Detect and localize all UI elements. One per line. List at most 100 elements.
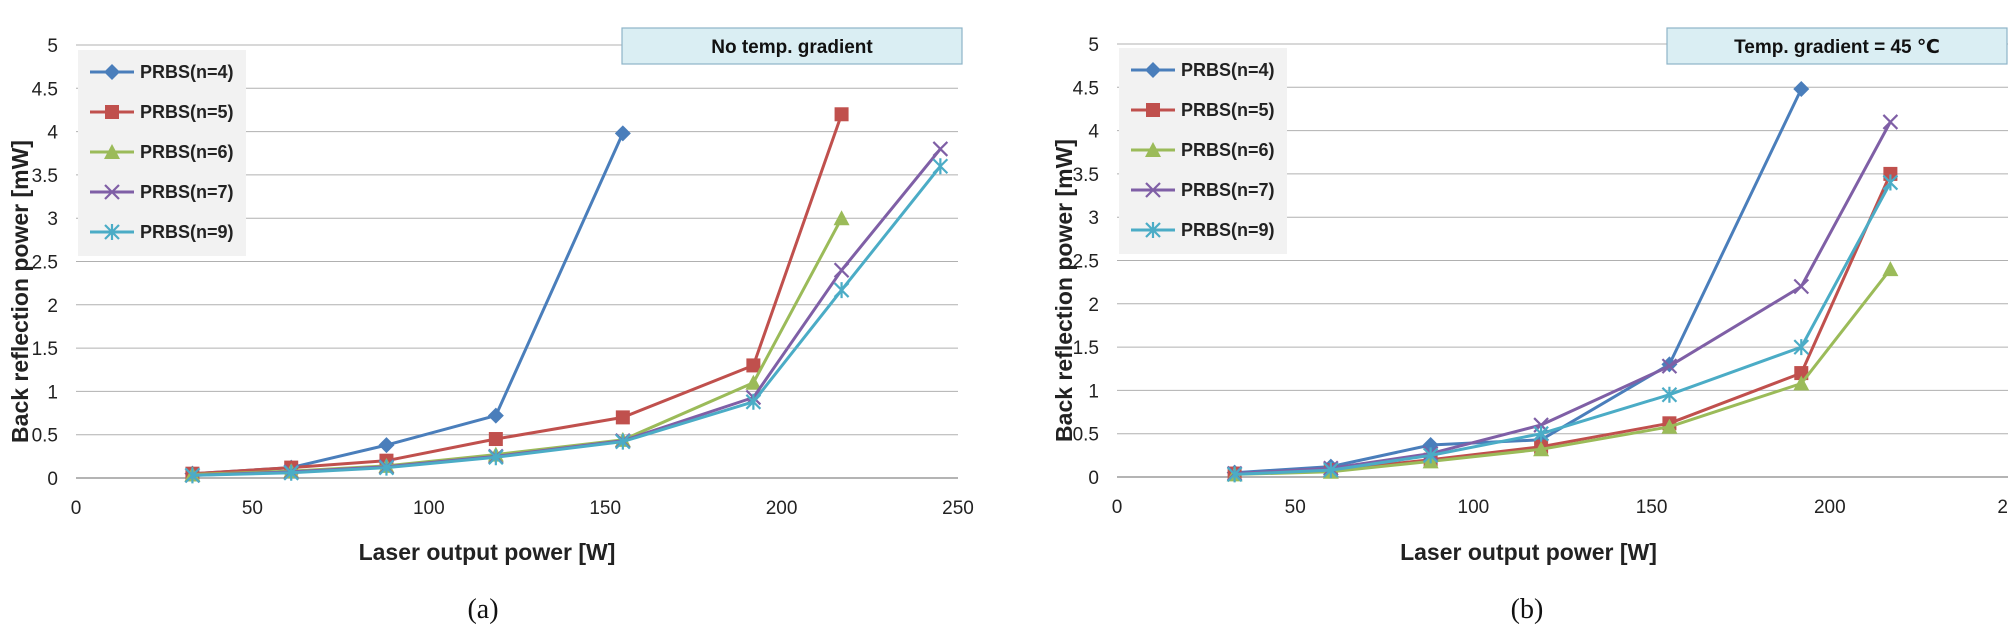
data-point (1882, 114, 1899, 130)
y-tick-label: 0.5 (32, 426, 58, 447)
series-PRBS(n=4) (1226, 81, 1810, 481)
y-tick-label: 0 (1088, 468, 1099, 489)
legend-label: PRBS(n=5) (1181, 100, 1275, 120)
series-line (1234, 88, 1803, 475)
data-point (488, 449, 504, 466)
caption-a: (a) (467, 594, 498, 625)
legend-item: PRBS(n=4) (90, 62, 234, 82)
x-tick-label: 25 (1997, 497, 2008, 518)
legend-b: PRBS(n=4) PRBS(n=5) PRBS(n=6) PRBS(n=7) PRBS… (1119, 48, 1287, 254)
legend-item: PRBS(n=6) (1131, 140, 1275, 160)
y-tick-label: 0.5 (1073, 425, 1099, 446)
y-tick-label: 0 (47, 469, 58, 490)
x-tick-label: 200 (1814, 497, 1846, 518)
legend-swatch-marker (104, 224, 120, 240)
y-tick-label: 2.5 (1073, 252, 1099, 273)
series-line (1234, 181, 1892, 476)
data-point (1323, 462, 1339, 479)
x-tick-label: 50 (242, 498, 263, 519)
data-point (1422, 447, 1439, 464)
legend-label: PRBS(n=6) (140, 142, 234, 162)
series-group-b (1226, 81, 1899, 483)
data-point (1793, 339, 1810, 356)
legend-a: PRBS(n=4) PRBS(n=5) PRBS(n=6) PRBS(n=7) PRBS… (78, 50, 246, 256)
y-tick-label: 2 (1088, 295, 1099, 316)
legend-item: PRBS(n=5) (90, 102, 234, 122)
data-point (833, 210, 850, 226)
data-point (1226, 466, 1243, 483)
data-point (833, 262, 850, 278)
chart-panel-a: 00.511.522.533.544.550 50 100 150 200 250 PRB… (7, 27, 974, 625)
data-point (1533, 441, 1550, 457)
series-PRBS(n=6) (184, 210, 850, 482)
badge-b: Temp. gradient = 45 ℃ (1666, 27, 2008, 65)
series-line (192, 165, 942, 477)
data-point (1661, 386, 1678, 403)
data-point (833, 282, 850, 299)
x-tick-label: 250 (942, 498, 974, 519)
legend-item: PRBS(n=7) (1131, 180, 1275, 200)
y-tick-label: 1 (1088, 381, 1099, 402)
data-point (378, 459, 395, 476)
legend-label: PRBS(n=5) (140, 102, 234, 122)
data-point (184, 467, 201, 484)
legend-swatch-marker (1145, 222, 1161, 238)
x-tick-label: 0 (1112, 497, 1123, 518)
data-point (932, 158, 949, 175)
data-point (1794, 366, 1809, 381)
legend-swatch-marker (1145, 62, 1161, 78)
data-point (1661, 418, 1678, 434)
data-point (1793, 375, 1810, 391)
y-tick-label: 4.5 (1073, 78, 1099, 99)
y-tick-label: 1 (47, 382, 58, 403)
x-tick-label: 50 (1285, 497, 1306, 518)
data-point (1882, 261, 1899, 277)
legend-item: PRBS(n=9) (1131, 220, 1275, 240)
legend-swatch-marker (105, 105, 119, 119)
y-tick-label: 5 (1088, 35, 1099, 56)
x-tick-label: 150 (589, 498, 621, 519)
data-point (615, 410, 630, 425)
y-tick-label: 1.5 (1073, 338, 1099, 359)
data-point (834, 107, 849, 122)
badge-box-a (621, 27, 963, 65)
data-point (378, 437, 395, 454)
data-point (283, 464, 299, 481)
legend-swatch-marker (104, 144, 120, 159)
x-tick-label: 0 (71, 498, 82, 519)
data-point (745, 393, 762, 410)
y-tick-label: 5 (47, 36, 58, 57)
legend-item: PRBS(n=4) (1131, 60, 1275, 80)
badge-label-b: Temp. gradient = 45 ℃ (1734, 37, 1940, 58)
x-tick-label: 200 (766, 498, 798, 519)
legend-label: PRBS(n=9) (140, 222, 234, 242)
axes-a: 00.511.522.533.544.550 50 100 150 200 250 (32, 36, 974, 519)
legend-swatch-marker (1145, 142, 1161, 157)
data-point (745, 374, 762, 390)
data-point (1793, 81, 1810, 98)
series-line (192, 113, 844, 476)
legend-label: PRBS(n=4) (140, 62, 234, 82)
legend-item: PRBS(n=9) (90, 222, 234, 242)
y-tick-label: 4 (1088, 122, 1099, 143)
data-point (1661, 358, 1678, 374)
legend-item: PRBS(n=6) (90, 142, 234, 162)
y-tick-label: 4.5 (32, 79, 58, 100)
y-tick-label: 2.5 (32, 253, 58, 274)
legend-item: PRBS(n=5) (1131, 100, 1275, 120)
series-line (192, 132, 625, 476)
y-axis-title-a: Back reflection power [mW] (7, 140, 33, 443)
legend-label: PRBS(n=7) (140, 182, 234, 202)
y-tick-label: 2 (47, 296, 58, 317)
legend-swatch-marker (104, 184, 120, 200)
y-tick-label: 3.5 (32, 166, 58, 187)
series-line (1234, 121, 1892, 475)
y-tick-label: 4 (47, 123, 58, 144)
x-axis-title-b: Laser output power [W] (1400, 539, 1657, 565)
data-point (1883, 166, 1898, 181)
data-point (746, 358, 761, 373)
series-PRBS(n=5) (185, 107, 849, 481)
series-PRBS(n=7) (184, 141, 949, 484)
